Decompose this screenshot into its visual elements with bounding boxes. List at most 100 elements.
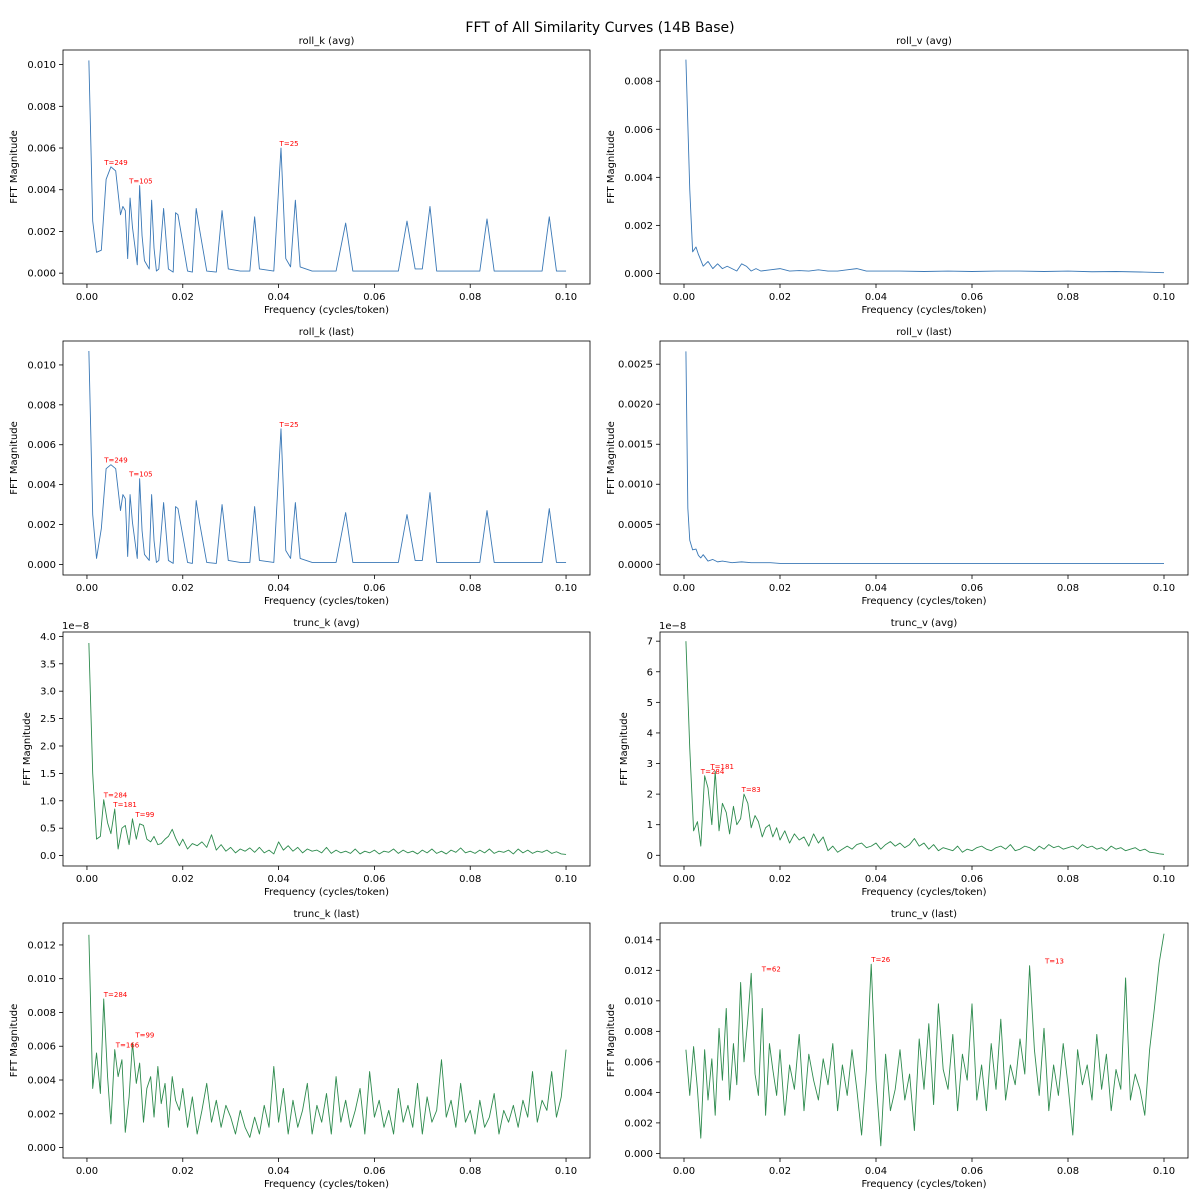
x-tick-label: 0.08 (459, 583, 481, 594)
x-tick-label: 0.00 (76, 583, 98, 594)
x-tick-label: 0.10 (555, 874, 577, 885)
chart-panel-8: 0.00 0.02 0.04 0.06 0.08 0.10 0.000 0.002 0.004 0… (606, 909, 1189, 1190)
x-tick-label: 0.10 (555, 292, 577, 303)
y-tick-label: 4 (647, 728, 653, 739)
x-tick-label: 0.04 (267, 583, 289, 594)
y-tick-label: 2.5 (40, 714, 56, 725)
y-tick-label: 0.006 (624, 125, 653, 136)
peak-annotation: T=249 (103, 159, 128, 167)
y-tick-label: 0.000 (624, 1149, 653, 1160)
x-tick-label: 0.00 (76, 292, 98, 303)
x-tick-label: 0.10 (555, 583, 577, 594)
y-tick-label: 0.000 (27, 269, 56, 280)
series-line (88, 934, 567, 1138)
x-axis-label: Frequency (cycles/token) (861, 1179, 986, 1190)
x-axis-label: Frequency (cycles/token) (264, 596, 389, 607)
series-line (685, 933, 1165, 1147)
y-tick-label: 0.0005 (618, 520, 653, 531)
x-tick-label: 0.02 (172, 292, 194, 303)
subplot-title: roll_k (last) (299, 327, 354, 338)
peak-annotation: T=284 (103, 792, 128, 800)
subplot-title: trunc_k (last) (293, 909, 359, 920)
axes-frame (62, 631, 591, 867)
y-tick-label: 0.0 (40, 851, 56, 862)
subplot-title: roll_v (avg) (896, 36, 952, 47)
y-tick-label: 6 (647, 667, 653, 678)
x-tick-label: 0.08 (1057, 874, 1079, 885)
subplot-title: trunc_k (avg) (293, 618, 359, 629)
x-tick-label: 0.06 (363, 874, 385, 885)
y-axis-label: FFT Magnitude (606, 130, 617, 204)
y-axis-label: FFT Magnitude (606, 1004, 617, 1078)
y-tick-label: 1.0 (40, 796, 56, 807)
y-tick-label: 0.004 (27, 480, 56, 491)
series-line (685, 641, 1165, 855)
y-tick-label: 1.5 (40, 769, 56, 780)
axes-frame (62, 340, 591, 576)
y-tick-label: 0.004 (27, 1076, 56, 1087)
chart-panel-1: 0.00 0.02 0.04 0.06 0.08 0.10 0.000 0.002 0.004 0… (9, 36, 591, 316)
y-tick-label: 0.006 (27, 440, 56, 451)
y-tick-label: 0.008 (27, 1008, 56, 1019)
x-tick-label: 0.04 (865, 292, 887, 303)
peak-annotation: T=13 (1044, 958, 1064, 966)
y-tick-label: 0.014 (624, 935, 653, 946)
x-tick-label: 0.04 (267, 874, 289, 885)
y-tick-label: 2 (647, 790, 653, 801)
chart-panel-5: 0.00 0.02 0.04 0.06 0.08 0.10 0.0 0.5 1.0 1.5 2.0 2… (22, 618, 591, 898)
y-tick-label: 0.010 (624, 996, 653, 1007)
y-tick-label: 0.008 (624, 77, 653, 88)
y-tick-label: 0.0000 (618, 560, 653, 571)
x-tick-label: 0.00 (673, 583, 695, 594)
figure-title: FFT of All Similarity Curves (14B Base) (465, 20, 735, 36)
y-tick-label: 0.004 (624, 173, 653, 184)
x-tick-label: 0.08 (459, 874, 481, 885)
peak-annotation: T=181 (709, 763, 734, 771)
x-tick-label: 0.04 (865, 583, 887, 594)
x-tick-label: 0.04 (865, 1166, 887, 1177)
x-tick-label: 0.08 (1057, 292, 1079, 303)
y-tick-label: 0 (647, 851, 653, 862)
y-tick-label: 5 (647, 698, 653, 709)
y-tick-label: 0.010 (27, 60, 56, 71)
y-tick-label: 0.000 (27, 560, 56, 571)
y-axis-label: FFT Magnitude (9, 1004, 20, 1078)
x-tick-label: 0.02 (172, 1166, 194, 1177)
x-tick-label: 0.02 (769, 583, 791, 594)
y-tick-label: 0.002 (624, 1118, 653, 1129)
x-tick-label: 0.10 (1153, 583, 1175, 594)
y-tick-label: 3.0 (40, 687, 56, 698)
peak-annotation: T=284 (700, 768, 725, 776)
axis-offset-text: 1e−8 (659, 621, 686, 632)
y-tick-label: 0.0020 (618, 400, 653, 411)
y-tick-label: 0.002 (624, 221, 653, 232)
x-tick-label: 0.00 (673, 1166, 695, 1177)
axes-frame (659, 922, 1189, 1159)
x-axis-label: Frequency (cycles/token) (264, 305, 389, 316)
x-tick-label: 0.10 (555, 1166, 577, 1177)
y-tick-label: 0.010 (27, 360, 56, 371)
y-tick-label: 0.008 (27, 400, 56, 411)
y-tick-label: 0.002 (27, 520, 56, 531)
x-tick-label: 0.00 (76, 874, 98, 885)
y-axis-label: FFT Magnitude (9, 421, 20, 495)
x-tick-label: 0.02 (769, 292, 791, 303)
axes-frame (62, 922, 591, 1159)
peak-annotation: T=166 (115, 1042, 140, 1050)
axes-frame (659, 49, 1189, 285)
series-line (88, 350, 567, 564)
x-tick-label: 0.08 (1057, 583, 1079, 594)
y-tick-label: 0.008 (624, 1027, 653, 1038)
chart-panel-4: 0.00 0.02 0.04 0.06 0.08 0.10 0.0000 0.0005 0.00… (606, 327, 1189, 607)
x-tick-label: 0.06 (363, 292, 385, 303)
y-tick-label: 0.002 (27, 1109, 56, 1120)
y-axis-label: FFT Magnitude (9, 130, 20, 204)
x-tick-label: 0.06 (961, 292, 983, 303)
peak-annotation: T=99 (134, 1031, 154, 1039)
y-tick-label: 0.010 (27, 974, 56, 985)
x-tick-label: 0.10 (1153, 292, 1175, 303)
chart-panel-6: 0.00 0.02 0.04 0.06 0.08 0.10 0 1 2 3 4 5 6 7 trunc_v … (619, 618, 1189, 898)
x-axis-label: Frequency (cycles/token) (264, 887, 389, 898)
x-tick-label: 0.00 (673, 292, 695, 303)
series-line (88, 642, 567, 855)
